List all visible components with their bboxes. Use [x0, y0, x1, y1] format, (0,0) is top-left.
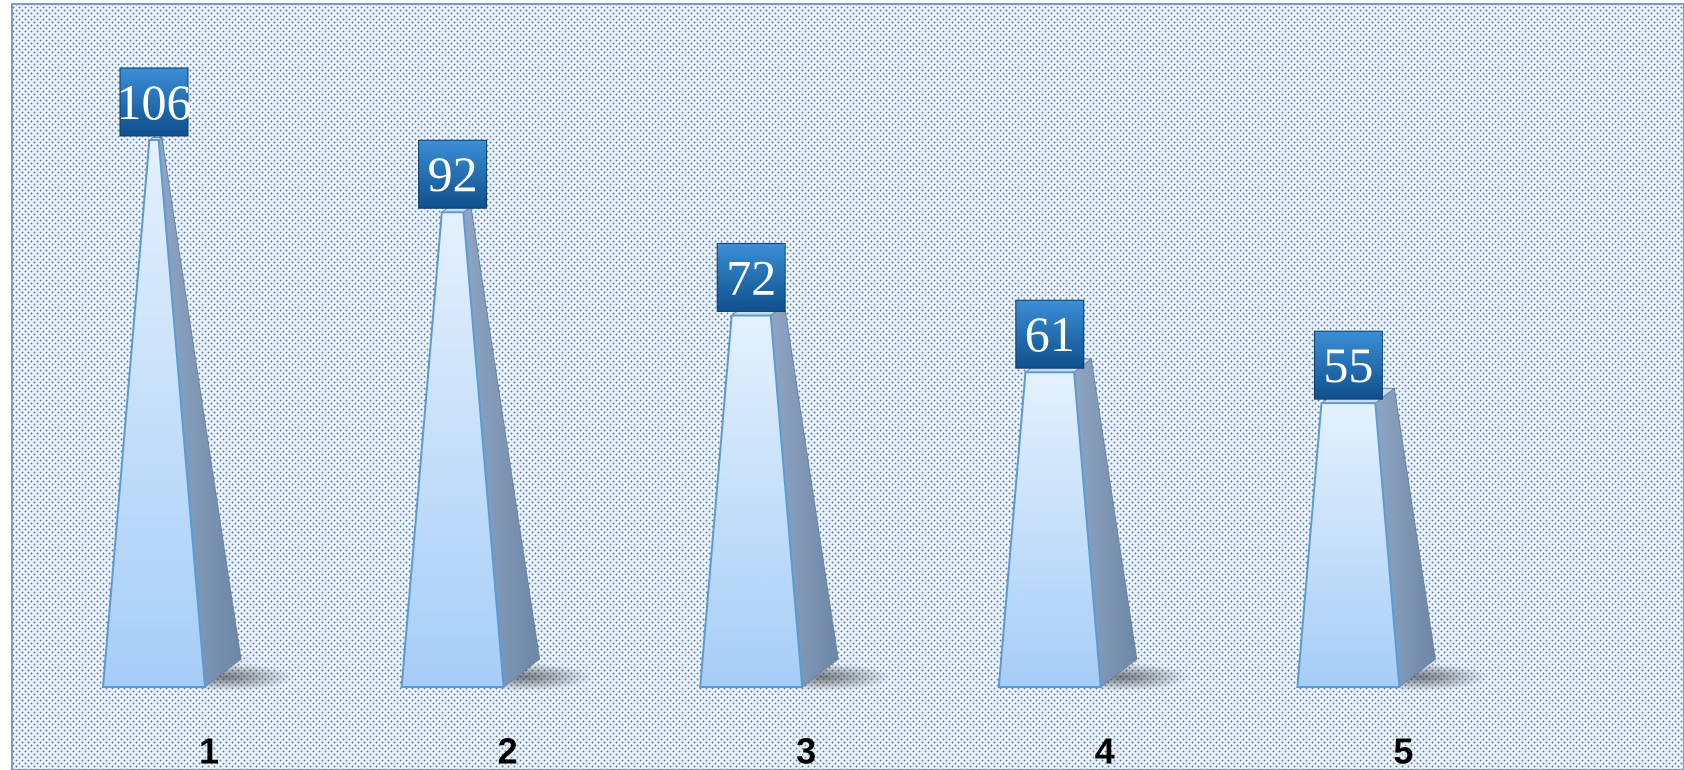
value-label: 106 — [117, 74, 192, 130]
value-label-box — [1015, 299, 1085, 369]
value-label-box — [418, 139, 488, 209]
x-tick-label: 2 — [498, 731, 518, 770]
x-tick-label: 3 — [796, 731, 816, 770]
bar-front — [400, 211, 505, 688]
bar-front — [699, 314, 804, 688]
value-label: 72 — [726, 249, 776, 305]
value-label-box — [119, 67, 189, 137]
bar-front — [997, 371, 1102, 688]
x-tick-label: 4 — [1095, 731, 1115, 770]
value-label: 61 — [1025, 306, 1075, 362]
x-tick-label: 5 — [1393, 731, 1413, 770]
value-label: 92 — [428, 146, 478, 202]
value-label-box — [1313, 330, 1383, 400]
bar — [101, 136, 242, 688]
value-label: 55 — [1323, 337, 1373, 393]
value-label-box — [716, 242, 786, 312]
bar — [400, 205, 541, 688]
bar — [997, 357, 1138, 688]
bar-front — [1296, 402, 1401, 688]
bar-front — [101, 139, 207, 688]
x-tick-label: 1 — [199, 731, 219, 770]
